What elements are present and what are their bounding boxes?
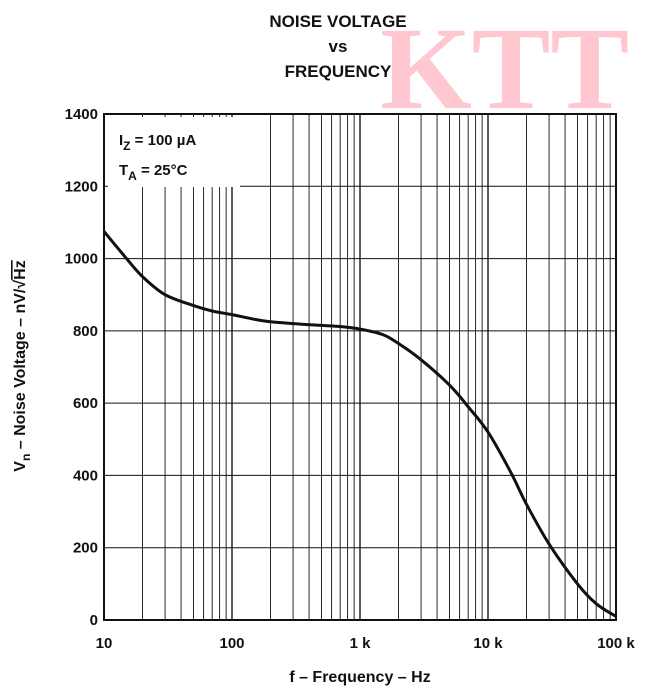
y-axis-label-text: Vn – Noise Voltage – nV/√Hz (12, 260, 33, 471)
condition-current: IZ = 100 µA (119, 132, 196, 153)
y-tick-label: 200 (73, 540, 98, 557)
y-tick-label: 0 (90, 612, 98, 629)
x-tick-label: 1 k (350, 635, 372, 652)
conditions-box: IZ = 100 µA TA = 25°C (108, 117, 240, 187)
title-line-2: vs (329, 37, 348, 56)
y-tick-label: 600 (73, 395, 98, 412)
square-root-icon: √ (12, 280, 29, 289)
chart-title: NOISE VOLTAGE vs FREQUENCY (269, 12, 406, 81)
grid (103, 113, 617, 621)
y-tick-label: 1400 (65, 106, 98, 123)
x-axis-label: f – Frequency – Hz (289, 669, 430, 686)
y-tick-label: 400 (73, 467, 98, 484)
series-line (102, 230, 617, 618)
x-tick-label: 100 k (597, 635, 635, 652)
watermark: KTT (380, 3, 629, 134)
title-line-3: FREQUENCY (285, 62, 392, 81)
y-axis-label: Vn – Noise Voltage – nV/√Hz (12, 260, 33, 471)
y-tick-label: 1000 (65, 251, 98, 268)
condition-temperature: TA = 25°C (119, 162, 188, 183)
title-line-1: NOISE VOLTAGE (269, 12, 406, 31)
y-tick-label: 1200 (65, 178, 98, 195)
plot-frame (103, 113, 617, 621)
y-tick-label: 800 (73, 323, 98, 340)
tick-labels: 10 100 1 k 10 k 100 k 0 200 400 600 800 1000 1200 14… (65, 106, 636, 652)
x-tick-label: 10 k (473, 635, 503, 652)
x-tick-label: 100 (219, 635, 244, 652)
x-tick-label: 10 (96, 635, 113, 652)
conditions-box-bg (108, 117, 240, 187)
